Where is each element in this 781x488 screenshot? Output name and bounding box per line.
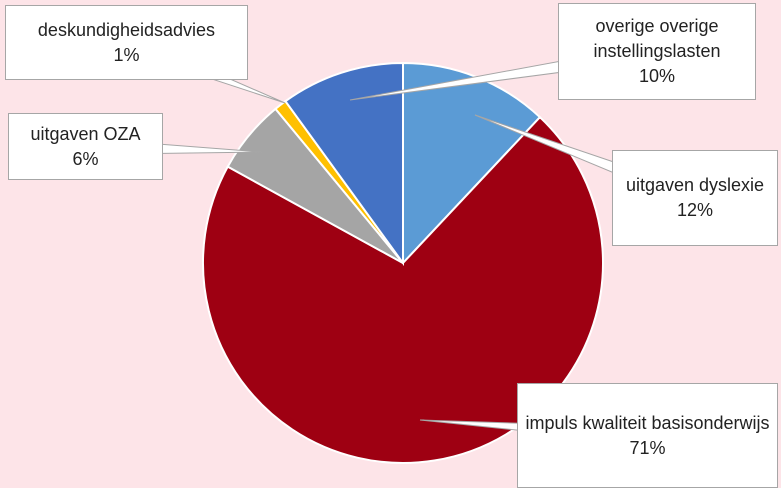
category-label: overige overige instellingslasten xyxy=(593,16,721,61)
data-label: overige overige instellingslasten 10% xyxy=(558,3,756,100)
pie-slice xyxy=(202,115,604,464)
value-label: 12% xyxy=(676,200,714,220)
value-label: 10% xyxy=(638,66,676,86)
data-label: deskundigheidsadvies 1% xyxy=(5,5,248,80)
data-label: impuls kwaliteit basisonderwijs 71% xyxy=(517,383,778,488)
category-label: deskundigheidsadvies xyxy=(37,19,216,40)
category-label: uitgaven dyslexie xyxy=(625,175,765,195)
category-label: uitgaven OZA xyxy=(30,123,141,144)
value-label: 71% xyxy=(629,437,666,458)
data-label: uitgaven OZA 6% xyxy=(8,113,163,180)
category-label: impuls kwaliteit basisonderwijs xyxy=(525,412,770,433)
value-label: 6% xyxy=(72,148,99,169)
pie-slice xyxy=(284,61,404,267)
data-label: uitgaven dyslexie 12% xyxy=(612,150,778,246)
value-label: 1% xyxy=(113,44,140,65)
